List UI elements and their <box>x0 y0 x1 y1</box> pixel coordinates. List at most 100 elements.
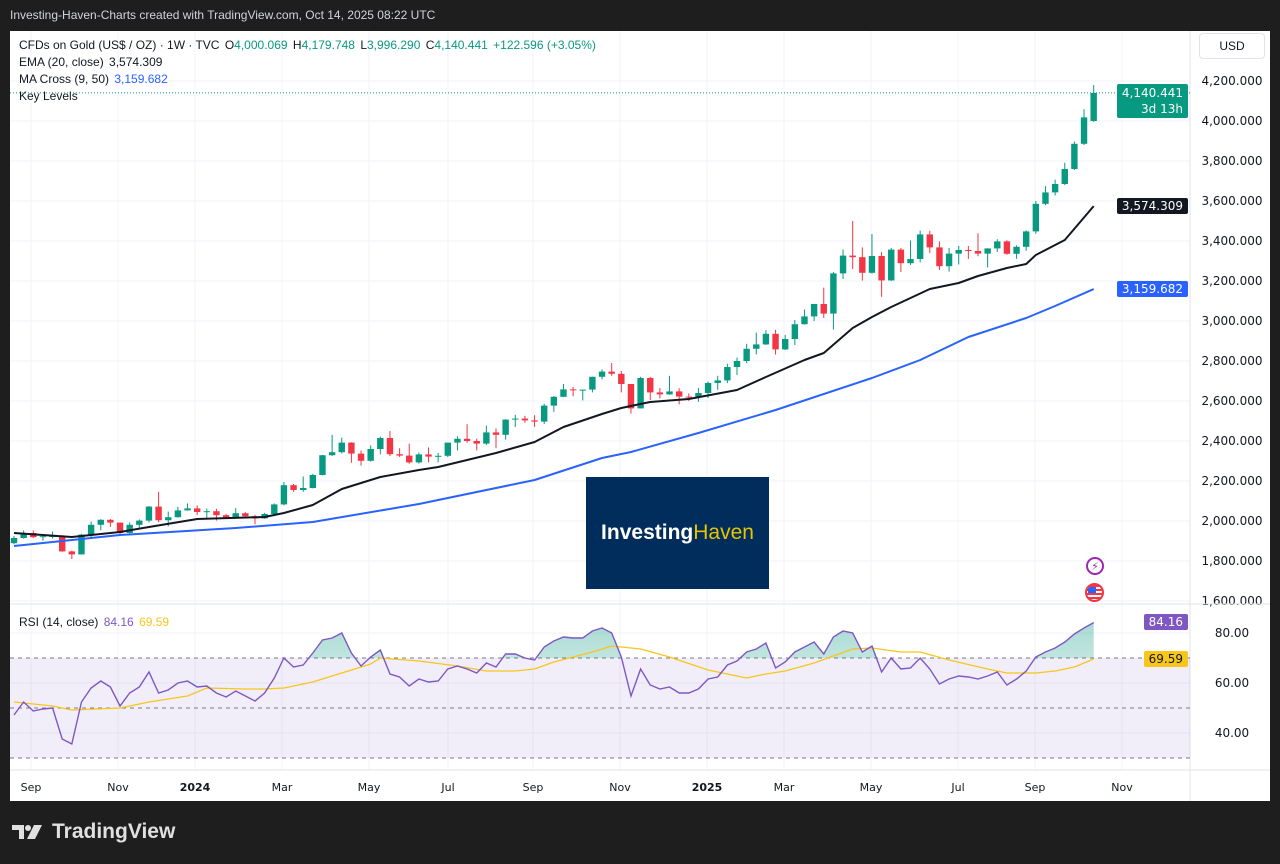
candle[interactable] <box>155 491 162 522</box>
candle[interactable] <box>743 343 750 363</box>
candle[interactable] <box>454 436 461 451</box>
candle[interactable] <box>1003 240 1011 255</box>
candle[interactable] <box>425 447 432 463</box>
candle[interactable] <box>290 484 297 492</box>
candle[interactable] <box>810 303 818 321</box>
candle[interactable] <box>492 428 500 449</box>
candle[interactable] <box>753 332 760 355</box>
candle[interactable] <box>309 473 317 489</box>
candle[interactable] <box>1013 245 1020 259</box>
candle[interactable] <box>251 514 259 525</box>
candle[interactable] <box>136 519 143 528</box>
candle[interactable] <box>541 403 548 424</box>
currency-button[interactable]: USD <box>1199 33 1265 59</box>
candle[interactable] <box>627 384 635 414</box>
candle[interactable] <box>145 506 153 523</box>
candle[interactable] <box>396 448 403 457</box>
candle[interactable] <box>907 240 914 265</box>
candle[interactable] <box>849 221 856 269</box>
candle[interactable] <box>68 550 76 559</box>
candle[interactable] <box>328 434 336 456</box>
candle[interactable] <box>550 396 558 412</box>
candle[interactable] <box>1023 230 1030 251</box>
candle[interactable] <box>589 376 596 393</box>
candle[interactable] <box>714 375 721 390</box>
candle[interactable] <box>107 519 114 527</box>
candle[interactable] <box>502 419 509 440</box>
candle[interactable] <box>656 388 664 399</box>
candle[interactable] <box>1042 186 1049 206</box>
candle[interactable] <box>406 443 413 464</box>
candle[interactable] <box>772 329 779 355</box>
candle[interactable] <box>618 371 625 393</box>
ma-legend[interactable]: MA Cross (9, 50) 3,159.682 <box>19 72 170 86</box>
candle[interactable] <box>97 519 104 531</box>
candle[interactable] <box>560 384 567 398</box>
candle[interactable] <box>675 388 683 405</box>
candle[interactable] <box>945 248 953 272</box>
candle[interactable] <box>984 248 991 268</box>
candle[interactable] <box>280 482 288 506</box>
candle[interactable] <box>666 375 673 395</box>
candle[interactable] <box>579 389 586 401</box>
candle[interactable] <box>531 415 538 427</box>
candle[interactable] <box>868 234 876 274</box>
candle[interactable] <box>367 445 374 462</box>
candle[interactable] <box>338 437 345 454</box>
candle[interactable] <box>1061 162 1068 185</box>
tradingview-logo[interactable]: TradingView <box>12 820 175 844</box>
candle[interactable] <box>1032 201 1040 234</box>
candle[interactable] <box>1090 85 1097 122</box>
candle[interactable] <box>965 246 972 259</box>
candle[interactable] <box>386 431 394 456</box>
candle[interactable] <box>791 320 799 345</box>
candle[interactable] <box>897 248 905 272</box>
candle[interactable] <box>569 387 577 397</box>
symbol-name[interactable]: CFDs on Gold (US$ / OZ) · 1W · TVC <box>19 38 220 52</box>
candle[interactable] <box>319 455 326 476</box>
candle[interactable] <box>830 272 837 330</box>
candle[interactable] <box>512 414 519 427</box>
candle[interactable] <box>78 533 85 555</box>
candle[interactable] <box>521 415 529 423</box>
candle[interactable] <box>878 252 885 297</box>
candle[interactable] <box>916 230 924 263</box>
candle[interactable] <box>936 241 943 270</box>
candle[interactable] <box>483 425 490 445</box>
key-levels-legend[interactable]: Key Levels <box>19 89 78 103</box>
ema-legend[interactable]: EMA (20, close) 3,574.309 <box>19 55 164 69</box>
candle[interactable] <box>733 357 741 375</box>
candle[interactable] <box>820 287 827 318</box>
candle[interactable] <box>377 436 384 455</box>
candle[interactable] <box>473 438 480 451</box>
candle[interactable] <box>801 309 808 325</box>
candle[interactable] <box>695 388 702 402</box>
candle[interactable] <box>724 363 731 383</box>
candle[interactable] <box>647 376 654 400</box>
candle[interactable] <box>955 246 962 265</box>
candle[interactable] <box>300 476 307 492</box>
candle[interactable] <box>839 249 847 279</box>
rsi-legend[interactable]: RSI (14, close) 84.16 69.59 <box>19 615 171 629</box>
candle[interactable] <box>59 535 66 552</box>
candle[interactable] <box>598 369 606 380</box>
lightning-icon[interactable]: ⚡ <box>1086 557 1104 575</box>
candle[interactable] <box>203 508 210 519</box>
candle[interactable] <box>608 363 615 376</box>
candle[interactable] <box>762 330 770 345</box>
candle[interactable] <box>926 230 933 253</box>
candle[interactable] <box>348 442 355 463</box>
candle[interactable] <box>888 248 895 281</box>
candle[interactable] <box>1080 109 1088 145</box>
candle[interactable] <box>782 335 789 350</box>
candle[interactable] <box>1071 141 1078 170</box>
candle[interactable] <box>184 503 191 511</box>
candle[interactable] <box>126 522 133 535</box>
candle[interactable] <box>859 247 866 281</box>
candle[interactable] <box>357 450 365 466</box>
candle[interactable] <box>193 505 201 515</box>
candle[interactable] <box>994 239 1001 252</box>
candle[interactable] <box>434 453 442 463</box>
candle[interactable] <box>1051 179 1059 196</box>
